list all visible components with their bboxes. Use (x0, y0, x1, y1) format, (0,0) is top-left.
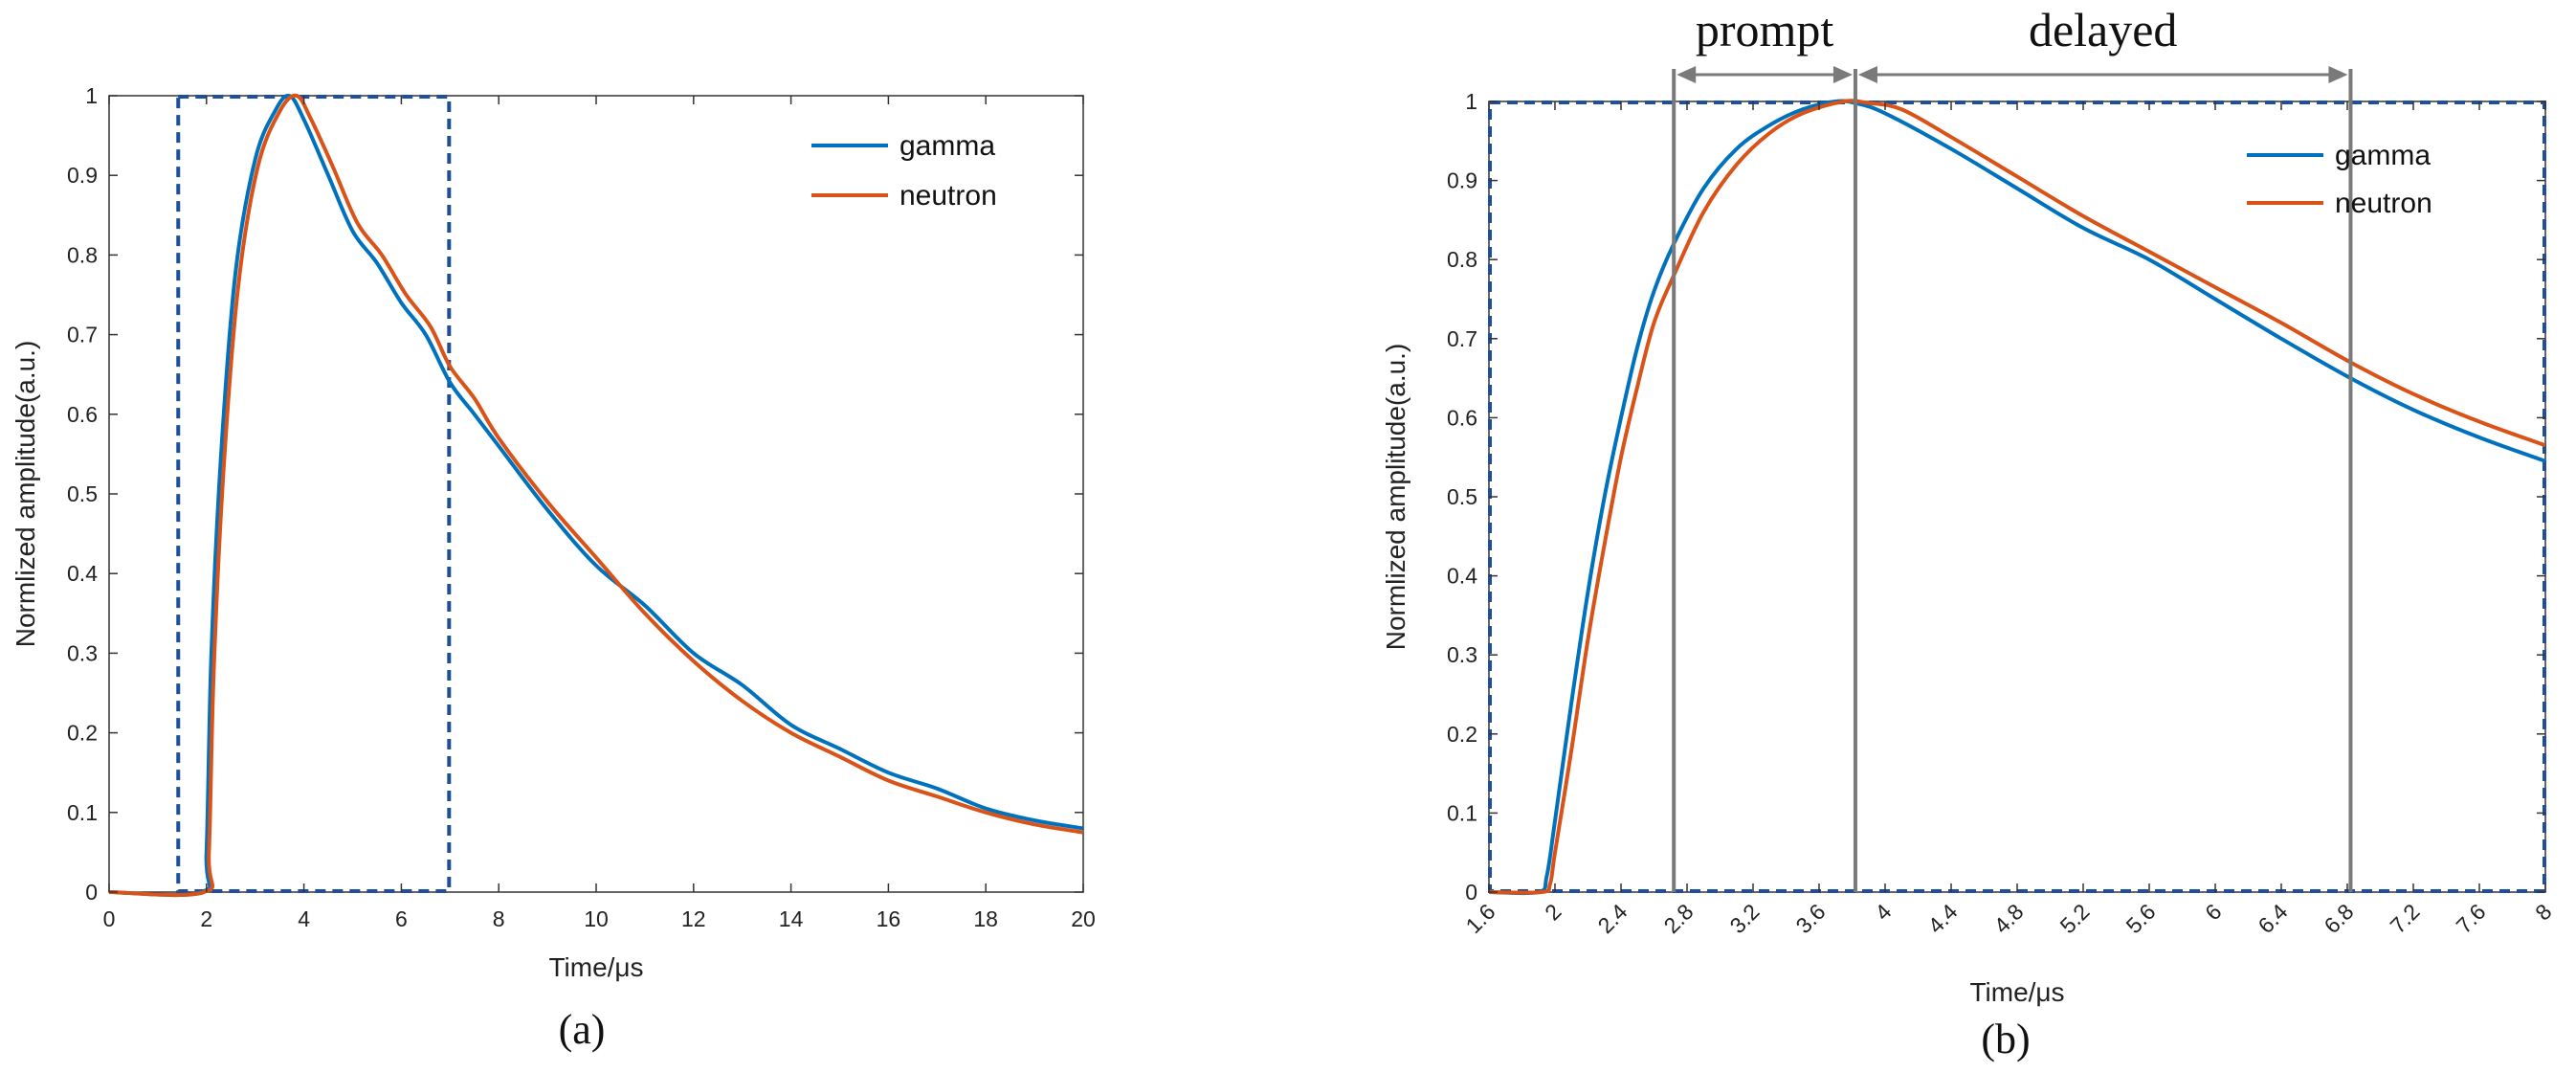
x-tick-label: 5.6 (2121, 899, 2161, 938)
y-tick-label: 0.1 (1447, 800, 1477, 825)
x-tick-label: 10 (584, 906, 609, 931)
x-tick-label: 3.6 (1791, 899, 1831, 938)
plot-area-a (108, 95, 1084, 893)
y-tick-label: 1 (1465, 89, 1477, 114)
series-group-b (1488, 99, 2546, 896)
y-tick-label: 0.5 (67, 481, 98, 506)
y-tick-label: 0.8 (1447, 247, 1477, 272)
x-tick-label: 4.8 (1989, 899, 2029, 938)
series-line-gamma (1488, 99, 2546, 896)
x-tick-label: 4.4 (1923, 899, 1963, 938)
x-tick-label: 1.6 (1461, 899, 1500, 938)
legend-b: gamma neutron (2247, 140, 2432, 219)
y-tick-label: 0.2 (1447, 722, 1477, 747)
y-tick-label: 0.7 (1447, 326, 1477, 351)
x-tick-label: 2 (200, 906, 212, 931)
y-axis-label-a: Normlized amplitude(a.u.) (11, 341, 40, 648)
x-tick-label: 7.6 (2452, 899, 2491, 938)
series-group-a (108, 93, 1084, 898)
y-ticks-b: 0 0.1 0.2 0.3 0.4 0.5 0.6 0.7 0.8 0.9 1 (1447, 89, 2545, 905)
y-tick-label: 0 (1465, 880, 1477, 905)
x-tick-label: 2.8 (1659, 899, 1699, 938)
x-tick-label: 6 (2200, 899, 2226, 925)
y-tick-label: 0.4 (67, 561, 98, 586)
x-tick-label: 6.4 (2254, 899, 2293, 938)
x-ticks-a: 0 2 4 6 8 10 12 14 16 18 20 (103, 96, 1096, 931)
region-arrow-head-right (2328, 66, 2348, 83)
region-arrow-head-left (1677, 66, 1697, 83)
x-tick-label: 5.2 (2055, 899, 2095, 938)
y-tick-label: 0.8 (67, 242, 98, 267)
y-tick-label: 0.7 (67, 323, 98, 347)
y-tick-label: 0.3 (1447, 642, 1477, 667)
region-label-delayed: delayed (2029, 3, 2177, 56)
x-tick-label: 4 (1870, 899, 1897, 926)
y-tick-label: 0.1 (67, 800, 98, 825)
x-tick-label: 0 (103, 906, 116, 931)
x-tick-label: 6.8 (2320, 899, 2359, 938)
panel-b: prompt delayed 1.6 2 2.4 2.8 3.2 3.6 4 4.4 4.8 5.2… (1381, 3, 2557, 1062)
legend-text-neutron-b: neutron (2335, 188, 2432, 219)
y-tick-label: 0.9 (67, 163, 98, 188)
x-tick-label: 14 (779, 906, 804, 931)
x-tick-label: 8 (2530, 899, 2556, 925)
y-ticks-a: 0 0.1 0.2 0.3 0.4 0.5 0.6 0.7 0.8 0.9 1 (67, 83, 1083, 905)
legend-text-gamma-a: gamma (899, 130, 995, 162)
x-tick-label: 6 (395, 906, 408, 931)
plot-area-b (1488, 101, 2546, 893)
x-tick-label: 2.4 (1593, 899, 1632, 938)
x-tick-label: 3.2 (1725, 899, 1765, 938)
y-tick-label: 0.4 (1447, 564, 1477, 589)
x-axis-label-b: Time/μs (1969, 977, 2064, 1007)
region-arrow-head-left (1857, 66, 1877, 83)
x-tick-label: 16 (877, 906, 901, 931)
marker-lines-b (1672, 69, 2353, 892)
region-annotations-b: prompt delayed (1677, 3, 2348, 83)
x-tick-label: 2 (1540, 899, 1566, 925)
panel-a: 0 2 4 6 8 10 12 14 16 18 20 0 0.1 0.2 0.3 0.4 0.5 0.6 0.7… (11, 83, 1096, 1053)
y-tick-label: 0.2 (67, 721, 98, 746)
region-label-prompt: prompt (1696, 3, 1834, 56)
panel-label-b: (b) (1981, 1016, 2030, 1062)
series-line-gamma (108, 93, 1084, 898)
y-tick-label: 0.9 (1447, 168, 1477, 193)
panel-label-a: (a) (559, 1006, 606, 1053)
x-tick-label: 18 (973, 906, 998, 931)
x-tick-label: 12 (681, 906, 706, 931)
legend-text-neutron-a: neutron (899, 180, 997, 212)
y-tick-label: 0.5 (1447, 484, 1477, 509)
legend-a: gamma neutron (811, 130, 997, 212)
y-tick-label: 0.6 (67, 402, 98, 427)
x-tick-label: 20 (1071, 906, 1096, 931)
y-tick-label: 0.6 (1447, 405, 1477, 430)
y-tick-label: 0.3 (67, 640, 98, 665)
series-line-neutron (108, 93, 1084, 898)
x-tick-label: 4 (298, 906, 310, 931)
region-arrow-head-right (1832, 66, 1853, 83)
x-tick-label: 7.2 (2386, 899, 2425, 938)
y-tick-label: 1 (85, 83, 98, 108)
y-tick-label: 0 (85, 880, 98, 905)
x-axis-label-a: Time/μs (548, 952, 643, 982)
series-line-neutron (1488, 99, 2546, 895)
legend-text-gamma-b: gamma (2335, 140, 2431, 171)
y-axis-label-b: Normlized amplitude(a.u.) (1381, 344, 1410, 651)
x-tick-label: 8 (493, 906, 505, 931)
